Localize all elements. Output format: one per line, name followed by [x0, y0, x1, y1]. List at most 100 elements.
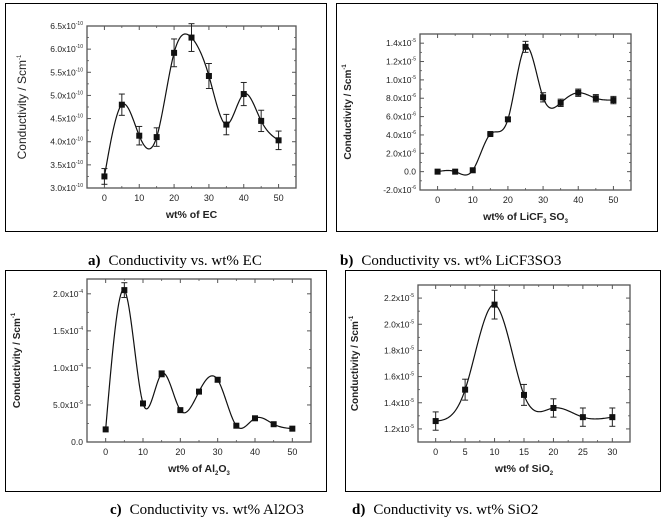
y-tick-mantissa: 2.2x10 — [384, 293, 410, 303]
data-point — [188, 34, 195, 41]
y-tick-exponent: -5 — [410, 372, 415, 378]
data-point — [550, 404, 557, 411]
data-point — [609, 414, 616, 421]
y-tick-exponent: -5 — [412, 57, 417, 63]
y-tick-label: 6.5x10-10 — [50, 21, 83, 31]
y-axis-label: Conductivity / Scm-1 — [342, 64, 354, 160]
data-point — [462, 386, 469, 393]
y-tick-label: 5.5x10-10 — [50, 67, 83, 77]
y-tick-mantissa: 1.8x10 — [384, 345, 410, 355]
data-point — [275, 137, 282, 144]
x-tick-label: 40 — [239, 193, 249, 203]
x-axis-label-text: wt% of LiCF — [482, 211, 544, 223]
x-tick-label: 25 — [578, 447, 588, 457]
x-tick-label: 30 — [607, 447, 617, 457]
x-tick-label: 0 — [103, 447, 108, 457]
chart-d: 0 5 10 15 20 25 301.2x10-51.4x10-51.6x10-51.8x… — [349, 284, 631, 477]
y-axis-label-text: Conductivity / Scm — [12, 318, 23, 408]
y-tick-mantissa: 8.0x10 — [386, 93, 412, 103]
y-tick-label: 6.0x10-10 — [50, 44, 83, 54]
data-point — [432, 418, 439, 425]
data-point — [258, 117, 265, 124]
caption-a-text: Conductivity vs. wt% EC — [108, 253, 262, 269]
data-point — [491, 301, 498, 308]
caption-d-text: Conductivity vs. wt% SiO2 — [373, 502, 539, 518]
plot-frame — [86, 278, 312, 443]
y-tick-mantissa: 3.5x10 — [50, 160, 76, 170]
x-tick-label: 15 — [519, 447, 529, 457]
y-tick-exponent: -5 — [410, 345, 415, 351]
y-tick-mantissa: 0.0 — [404, 167, 416, 177]
caption-a: a) Conductivity vs. wt% EC — [88, 253, 262, 270]
caption-a-letter: a) — [88, 253, 101, 269]
data-point — [171, 49, 178, 56]
y-axis-label: Conductivity / Scm-1 — [349, 315, 361, 411]
y-tick-mantissa: 3.0x10 — [50, 183, 76, 193]
y-tick-exponent: -5 — [410, 424, 415, 430]
data-point — [504, 116, 511, 123]
x-tick-label: 40 — [250, 447, 260, 457]
data-point — [233, 422, 240, 429]
y-tick-mantissa: 5.5x10 — [50, 67, 76, 77]
x-axis-label-sub: 2 — [550, 471, 554, 477]
y-tick-mantissa: 5.0x10 — [50, 90, 76, 100]
y-tick-label: 4.5x10-10 — [50, 114, 83, 124]
y-tick-exponent: -10 — [76, 21, 83, 27]
x-axis-label-tail: O — [218, 463, 226, 475]
y-tick-mantissa: 1.5x10 — [53, 326, 79, 336]
data-point — [158, 370, 165, 377]
data-point — [540, 94, 547, 101]
data-point — [270, 421, 277, 428]
y-tick-mantissa: 6.0x10 — [50, 44, 76, 54]
y-tick-label: 0.0 — [404, 167, 416, 177]
y-tick-label: 1.4x10-5 — [386, 38, 416, 48]
y-tick-label: 1.2x10-5 — [384, 424, 414, 434]
x-tick-label: 0 — [433, 447, 438, 457]
y-tick-mantissa: 1.4x10 — [384, 398, 410, 408]
caption-c-text: Conductivity vs. wt% Al2O3 — [129, 502, 304, 518]
caption-b: b) Conductivity vs. wt% LiCF3SO3 — [340, 253, 561, 270]
y-tick-exponent: -10 — [76, 90, 83, 96]
y-tick-exponent: -5 — [412, 38, 417, 44]
y-tick-exponent: -4 — [79, 363, 84, 369]
data-point — [521, 391, 527, 398]
x-tick-label: 10 — [468, 195, 478, 205]
y-tick-exponent: -10 — [76, 114, 83, 120]
x-tick-label: 20 — [175, 447, 185, 457]
x-tick-label: 5 — [463, 447, 468, 457]
chart-a: 0 10 20 30 40 503.0x10-103.5x10-104.0x10-104.… — [15, 21, 297, 221]
data-point — [252, 415, 258, 422]
y-tick-label: 1.0x10-5 — [386, 75, 416, 85]
x-tick-label: 10 — [138, 447, 148, 457]
x-axis-label-text: wt% of EC — [165, 209, 218, 221]
y-tick-exponent: -10 — [76, 183, 83, 189]
y-axis-label: Conductivity / Scm-1 — [11, 312, 23, 408]
x-axis-label-tail: SO — [546, 211, 564, 223]
y-tick-mantissa: 1.4x10 — [386, 38, 412, 48]
x-tick-label: 0 — [102, 193, 107, 203]
y-tick-label: 3.0x10-10 — [50, 183, 83, 193]
plot-frame — [419, 33, 632, 191]
y-tick-mantissa: 2.0x10 — [53, 289, 79, 299]
data-point — [136, 132, 143, 139]
y-tick-mantissa: 1.2x10 — [386, 57, 412, 67]
data-point — [177, 407, 184, 414]
x-tick-label: 10 — [134, 193, 144, 203]
fit-curve — [437, 45, 614, 176]
data-point — [196, 388, 202, 395]
chart-c: 0 10 20 30 40 500.05.0x10-51.0x10-41.5x10-42.… — [11, 278, 312, 477]
y-tick-label: 1.8x10-5 — [384, 345, 414, 355]
y-tick-exponent: -6 — [412, 148, 417, 154]
y-tick-mantissa: 5.0x10 — [53, 400, 79, 410]
x-tick-label: 20 — [503, 195, 513, 205]
panel-d: 0 5 10 15 20 25 30 1.2x10-5 1.4x10-5 1.6x10-5 1.8x… — [345, 270, 661, 492]
y-axis-label-sup: -1 — [11, 312, 17, 318]
caption-c-letter: c) — [110, 502, 122, 518]
y-axis-label: Conductivity / Scm-1 — [15, 54, 29, 159]
y-tick-mantissa: 6.5x10 — [50, 21, 76, 31]
x-axis-label: wt% of EC — [165, 209, 218, 221]
x-tick-label: 50 — [608, 195, 618, 205]
data-point — [101, 173, 108, 180]
y-tick-label: 2.0x10-4 — [53, 289, 83, 299]
data-point — [121, 287, 128, 294]
